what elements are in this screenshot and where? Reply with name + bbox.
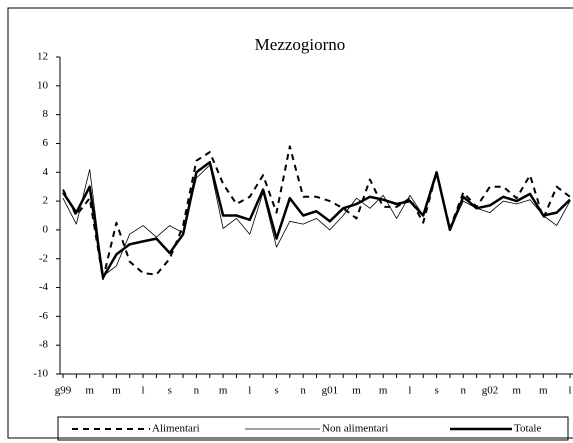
x-tick-label: l [568, 385, 571, 397]
series-line [61, 160, 571, 279]
x-tick-label: n [194, 385, 200, 397]
x-tick-label: s [434, 385, 438, 397]
legend-label: Non alimentari [322, 423, 388, 435]
x-tick-label: l [248, 385, 251, 397]
series-line [62, 164, 571, 277]
y-tick-label: -6 [39, 310, 49, 322]
y-tick-label: 8 [43, 108, 49, 120]
x-tick-label: m [539, 385, 548, 397]
chart-border [7, 7, 573, 439]
y-tick-label: -4 [39, 281, 49, 293]
y-tick-label: -10 [33, 368, 48, 380]
x-tick-label: m [379, 385, 388, 397]
chart-title: Mezzogiorno [255, 35, 346, 54]
y-tick-label: 0 [43, 223, 49, 235]
x-tick-label: s [168, 385, 172, 397]
x-tick-label: n [300, 385, 306, 397]
x-tick-label: m [512, 385, 521, 397]
x-tick-label: m [85, 385, 94, 397]
legend-box [57, 416, 569, 441]
y-tick-label: 6 [43, 137, 49, 149]
y-tick-label: -8 [39, 339, 49, 351]
y-tick-label: 10 [37, 79, 49, 91]
series-line [62, 145, 571, 280]
y-tick-label: 4 [43, 166, 49, 178]
x-tick-label: s [274, 385, 278, 397]
x-tick-label: l [142, 385, 145, 397]
y-tick-label: 12 [37, 51, 48, 63]
y-tick-label: 2 [43, 195, 49, 207]
legend-label: Totale [514, 423, 541, 435]
x-tick-label: l [408, 385, 411, 397]
x-tick-label: m [352, 385, 361, 397]
y-tick-label: -2 [39, 252, 48, 264]
x-tick-label: g99 [55, 385, 72, 397]
x-tick-label: n [461, 385, 467, 397]
legend-label: Alimentari [152, 423, 200, 435]
x-tick-label: m [219, 385, 228, 397]
x-tick-label: g01 [322, 385, 339, 397]
x-tick-label: m [112, 385, 121, 397]
x-tick-label: g02 [482, 385, 499, 397]
